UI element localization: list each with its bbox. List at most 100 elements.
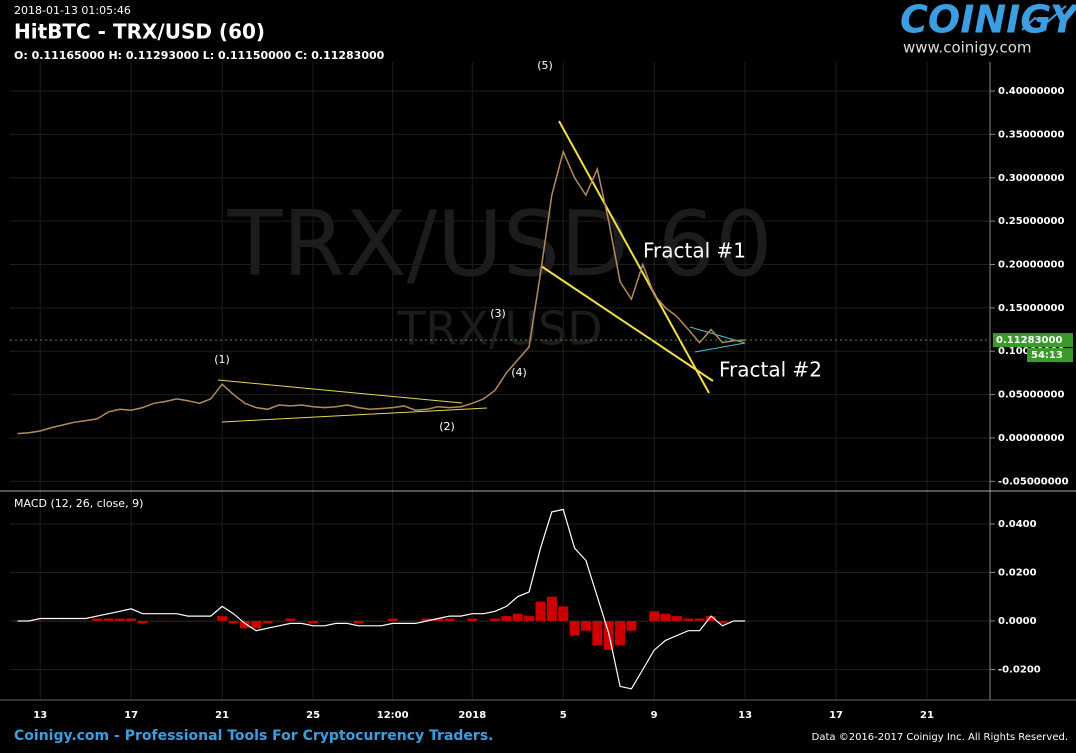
histogram-bar xyxy=(569,620,580,636)
y-tick-label: -0.0200 xyxy=(998,664,1041,675)
histogram-bar xyxy=(535,601,546,621)
histogram-bar xyxy=(433,618,444,621)
grid-layer xyxy=(10,62,990,700)
histogram-bar xyxy=(262,620,273,624)
series-line xyxy=(17,149,746,435)
histogram-bar xyxy=(387,618,398,621)
annotation: Fractal #2 xyxy=(719,358,822,382)
histogram-bar xyxy=(35,620,46,622)
histogram-bar xyxy=(160,620,171,622)
annotation: (1) xyxy=(214,353,230,366)
histogram-bar xyxy=(137,620,148,624)
histogram-bar xyxy=(46,620,57,622)
histogram-bar xyxy=(251,620,262,629)
trend-line xyxy=(540,265,714,382)
histogram-bar xyxy=(512,613,523,621)
histogram-bar xyxy=(114,618,125,621)
x-tick-label: 17 xyxy=(829,710,843,721)
y-tick-label: 0.00000000 xyxy=(998,433,1064,444)
x-tick-label: 13 xyxy=(33,710,47,721)
watermark: TRX/USD 60 xyxy=(227,192,773,297)
histogram-bar xyxy=(296,620,307,622)
histogram-bar xyxy=(478,620,489,622)
ohlc: O: 0.11165000 H: 0.11293000 L: 0.1115000… xyxy=(14,49,385,62)
last-price-box xyxy=(993,333,1073,348)
histogram-bar xyxy=(319,620,330,622)
x-tick-label: 25 xyxy=(306,710,320,721)
histogram-bar xyxy=(273,620,284,622)
trend-line xyxy=(217,379,463,404)
trend-line xyxy=(558,120,710,394)
histogram-bar xyxy=(501,616,512,621)
histogram-bar xyxy=(592,620,603,646)
trend-line xyxy=(221,407,488,423)
trend-line xyxy=(694,342,746,353)
histogram-bar xyxy=(455,620,466,622)
logo-icon xyxy=(1021,5,1067,31)
histogram-bar xyxy=(558,606,569,621)
annotation: (5) xyxy=(537,59,553,72)
histogram-bar xyxy=(228,620,239,624)
histogram-bar xyxy=(467,618,478,621)
x-tick-label: 5 xyxy=(560,710,567,721)
y-tick-label: 0.25000000 xyxy=(998,216,1064,227)
histogram-bar xyxy=(194,620,205,622)
histogram-bar xyxy=(57,620,68,622)
last-price-label: 0.11283000 xyxy=(996,335,1062,346)
histogram-bar xyxy=(740,620,751,622)
histogram-bar xyxy=(546,596,557,621)
chart-title: HitBTC - TRX/USD (60) xyxy=(14,20,265,44)
histogram-bar xyxy=(285,618,296,621)
countdown-box xyxy=(1027,348,1073,363)
y-tick-label: 0.30000000 xyxy=(998,173,1064,184)
histogram-bar xyxy=(92,618,103,621)
annotation: (2) xyxy=(439,420,455,433)
y-tick-label: 0.15000000 xyxy=(998,303,1064,314)
watermark: TRX/USD xyxy=(396,302,602,356)
y-tick-label: 0.20000000 xyxy=(998,259,1064,270)
histogram-bar xyxy=(364,620,375,622)
x-tick-label: 13 xyxy=(738,710,752,721)
y-tick-label: 0.0000 xyxy=(998,616,1037,627)
y-tick-label: 0.05000000 xyxy=(998,390,1064,401)
histogram-bar xyxy=(421,618,432,621)
y-tick-label: 0.0200 xyxy=(998,567,1037,578)
histogram-bar xyxy=(683,618,694,621)
histogram-bar xyxy=(524,616,535,621)
histogram-bar xyxy=(330,620,341,622)
logo: COINIGY xyxy=(900,0,1076,42)
histogram-bar xyxy=(239,620,250,629)
logo-url: www.coinigy.com xyxy=(903,39,1032,57)
histogram-bar xyxy=(183,620,194,622)
y-tick-label: 0.0400 xyxy=(998,519,1037,530)
histogram-bar xyxy=(660,613,671,621)
histogram-bar xyxy=(410,620,421,622)
histogram-bar xyxy=(637,620,648,622)
histogram-bar xyxy=(126,618,137,621)
histogram-bar xyxy=(444,618,455,621)
histogram-bar xyxy=(615,620,626,646)
y-tick-label: -0.05000000 xyxy=(998,476,1069,487)
histogram-bar xyxy=(308,620,319,624)
x-tick-label: 12:00 xyxy=(377,710,409,721)
histogram-bar xyxy=(626,620,637,631)
footer-left: Coinigy.com - Professional Tools For Cry… xyxy=(14,728,493,744)
y-tick-label: 0.40000000 xyxy=(998,86,1064,97)
annotation: (4) xyxy=(511,366,527,379)
timestamp: 2018-01-13 01:05:46 xyxy=(14,4,131,17)
annotation: Fractal #1 xyxy=(643,239,746,263)
histogram-bar xyxy=(217,616,228,621)
histogram-bar xyxy=(353,620,364,624)
histogram-bar xyxy=(103,618,114,621)
footer-right: Data ©2016-2017 Coinigy Inc. All Rights … xyxy=(812,732,1068,743)
x-tick-label: 17 xyxy=(124,710,138,721)
x-tick-label: 21 xyxy=(215,710,229,721)
histogram-bar xyxy=(148,620,159,622)
histogram-bar xyxy=(706,616,717,621)
histogram-bar xyxy=(376,620,387,622)
histogram-bar xyxy=(717,620,728,624)
series-line xyxy=(17,508,746,690)
histogram-bar xyxy=(171,620,182,622)
